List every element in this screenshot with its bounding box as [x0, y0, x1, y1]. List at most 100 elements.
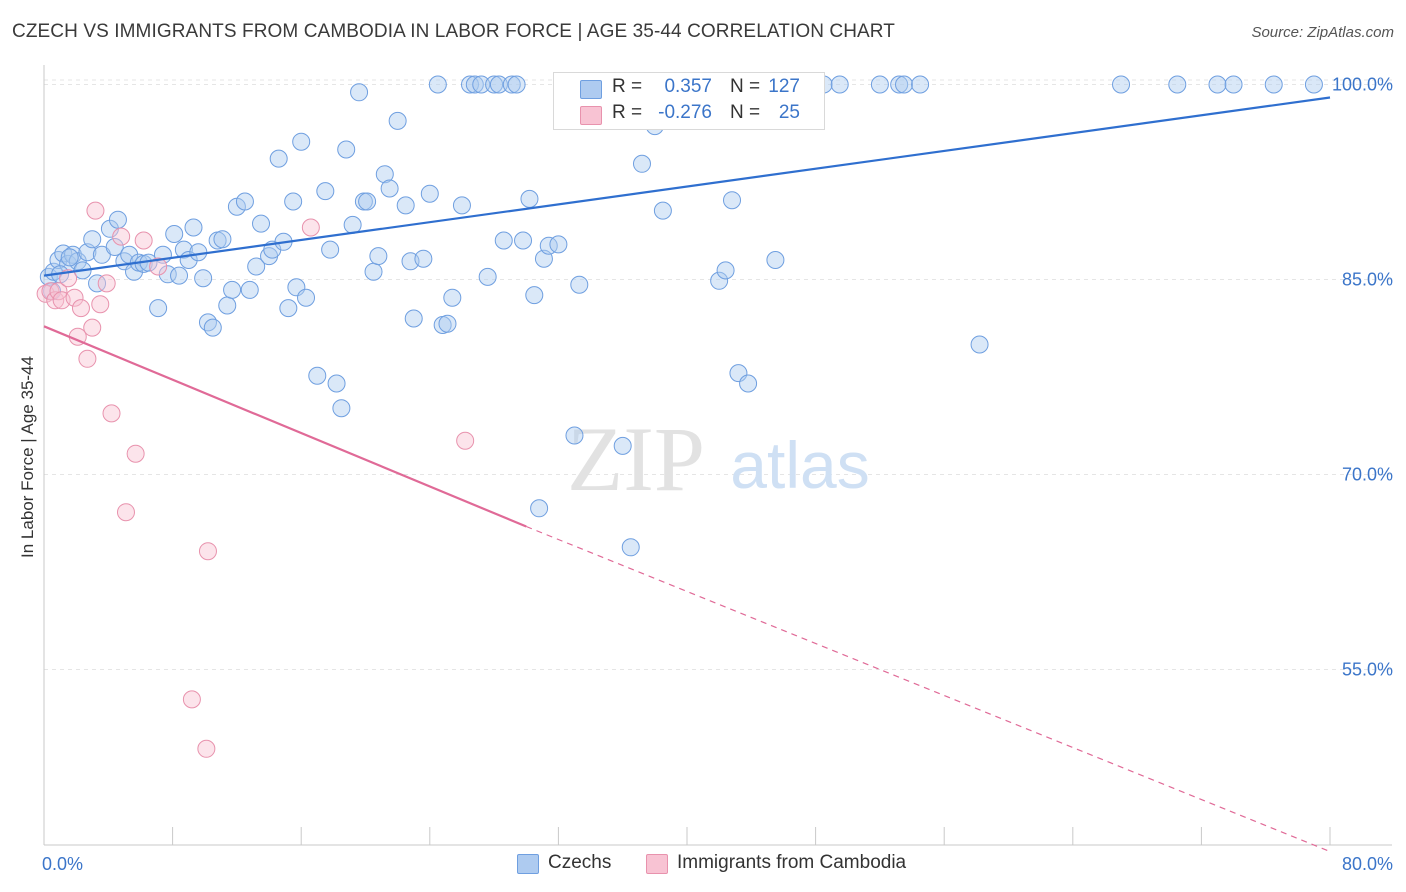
point-czechs	[189, 243, 208, 262]
point-czechs	[332, 399, 351, 418]
point-czechs	[895, 75, 914, 94]
point-czechs	[911, 75, 930, 94]
legend-r-value: -0.276	[658, 102, 712, 123]
point-cambodia	[134, 231, 153, 250]
point-czechs	[316, 182, 335, 201]
point-czechs	[321, 240, 340, 259]
point-czechs	[60, 248, 79, 267]
point-czechs	[203, 318, 222, 337]
point-czechs	[525, 286, 544, 305]
point-czechs	[549, 235, 568, 254]
point-cambodia	[301, 218, 320, 237]
point-czechs	[358, 192, 377, 211]
point-czechs	[621, 538, 640, 557]
point-cambodia	[83, 318, 102, 337]
axis-layer	[43, 65, 1392, 846]
point-czechs	[1304, 75, 1323, 94]
point-czechs	[1224, 75, 1243, 94]
point-czechs	[105, 238, 124, 256]
source-label: Source: ZipAtlas.com	[1251, 24, 1394, 41]
point-cambodia	[65, 288, 84, 307]
point-czechs	[235, 192, 254, 211]
watermark: ZIP atlas	[567, 408, 870, 510]
point-czechs	[279, 299, 298, 318]
y-tick-label: 100.0%	[1332, 75, 1393, 95]
legend-swatch-cambodia	[646, 854, 668, 874]
point-czechs	[380, 179, 399, 198]
point-czechs	[443, 288, 462, 307]
legend-r-label: R =	[612, 102, 643, 123]
point-czechs	[970, 335, 989, 354]
legend-n-label: N =	[730, 102, 761, 123]
point-czechs	[223, 280, 242, 299]
point-cambodia	[97, 274, 116, 293]
point-czechs	[539, 236, 558, 255]
point-cambodia	[149, 257, 168, 276]
legend-r-label: R =	[612, 76, 643, 97]
point-czechs	[613, 436, 632, 455]
legend-label-cambodia: Immigrants from Cambodia	[677, 852, 907, 873]
point-czechs	[149, 299, 168, 318]
point-cambodia	[116, 503, 135, 522]
legend-swatch-czechs	[580, 80, 602, 99]
point-czechs	[653, 201, 672, 220]
point-czechs	[198, 313, 217, 332]
point-czechs	[565, 426, 584, 445]
point-czechs	[1112, 75, 1131, 94]
tick-labels: 100.0% 85.0% 70.0% 55.0% 0.0% 80.0%	[42, 75, 1393, 875]
point-czechs	[502, 75, 521, 94]
x-tick-label: 0.0%	[42, 854, 83, 874]
point-czechs	[292, 132, 311, 151]
point-cambodia	[198, 542, 217, 561]
point-czechs	[284, 192, 303, 211]
trend-line-cambodia	[43, 325, 527, 528]
point-czechs	[240, 280, 259, 299]
point-czechs	[632, 154, 651, 173]
point-czechs	[890, 75, 909, 94]
point-cambodia	[91, 295, 110, 314]
point-czechs	[375, 165, 394, 184]
point-czechs	[297, 288, 316, 307]
point-czechs	[507, 75, 526, 94]
y-tick-label: 70.0%	[1342, 465, 1393, 485]
y-tick-label: 55.0%	[1342, 660, 1393, 680]
legend-n-label: N =	[730, 76, 761, 97]
point-czechs	[247, 257, 266, 276]
point-czechs	[472, 75, 491, 94]
legend-row-czechs: R = 0.357 N = 127	[554, 76, 824, 102]
x-tick-label: 80.0%	[1342, 854, 1393, 874]
point-czechs	[165, 225, 184, 243]
point-czechs	[465, 75, 484, 94]
point-cambodia	[112, 227, 131, 246]
point-czechs	[710, 271, 729, 290]
point-cambodia	[126, 444, 145, 463]
point-czechs	[1264, 75, 1283, 94]
legend-n-value: 25	[778, 102, 800, 123]
point-czechs	[766, 251, 785, 269]
point-czechs	[570, 275, 589, 294]
series-legend: Czechs Immigrants from Cambodia	[0, 852, 1406, 878]
point-czechs	[364, 262, 383, 281]
point-czechs	[83, 230, 102, 249]
point-czechs	[420, 184, 439, 203]
point-czechs	[404, 309, 423, 328]
point-czechs	[428, 75, 447, 94]
point-cambodia	[71, 299, 90, 318]
point-cambodia	[102, 404, 121, 423]
point-czechs	[514, 231, 533, 250]
legend-label-czechs: Czechs	[548, 852, 612, 873]
point-cambodia	[456, 431, 475, 450]
point-czechs	[369, 247, 388, 266]
point-czechs	[414, 249, 433, 268]
legend-r-value: 0.357	[664, 76, 712, 97]
y-tick-label: 85.0%	[1342, 270, 1393, 290]
point-cambodia	[182, 690, 201, 709]
point-czechs	[388, 111, 407, 130]
point-czechs	[530, 499, 549, 518]
point-czechs	[108, 210, 127, 229]
legend-row-cambodia: R = -0.276 N = 25	[554, 102, 824, 128]
stats-legend: R = 0.357 N = 127 R = -0.276 N = 25	[553, 72, 825, 130]
watermark-atlas: atlas	[730, 428, 869, 502]
point-czechs	[308, 366, 327, 385]
